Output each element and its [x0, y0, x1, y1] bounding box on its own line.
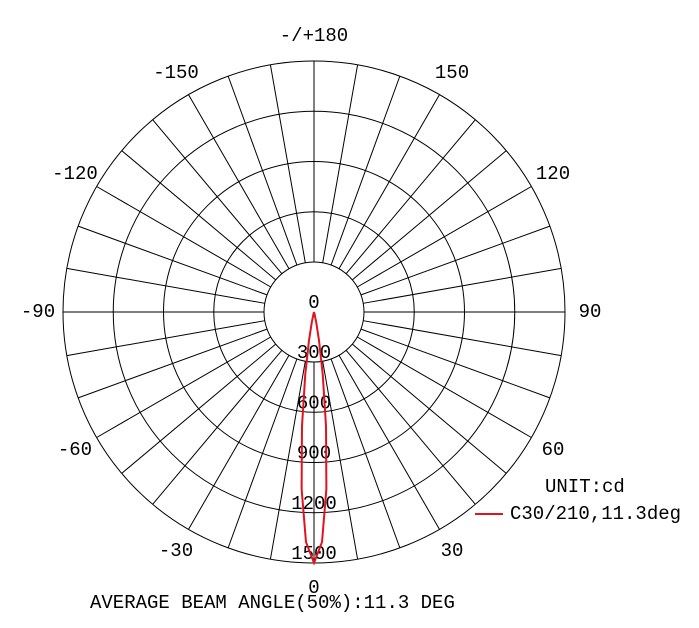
unit-label: UNIT:cd: [545, 476, 625, 498]
ring: [163, 161, 465, 463]
ring: [213, 211, 415, 413]
theta-tick-label: 120: [536, 163, 570, 185]
theta-tick-label: 30: [441, 540, 464, 562]
r-tick-label: 600: [297, 392, 331, 414]
theta-tick-label: -90: [21, 301, 55, 323]
theta-tick-label: -30: [159, 540, 193, 562]
legend-label: C30/210,11.3deg: [510, 503, 681, 525]
intensity-curve: [300, 311, 328, 566]
r-tick-label: 900: [297, 443, 331, 465]
footer: AVERAGE BEAM ANGLE(50%):11.3 DEG: [90, 592, 455, 614]
theta-tick-label: -/+180: [280, 25, 348, 47]
ring: [112, 110, 516, 514]
r-tick-label: 1500: [291, 543, 337, 565]
r-tick-label: 0: [308, 292, 319, 314]
theta-tick-label: 60: [542, 439, 565, 461]
theta-tick-label: 0: [308, 577, 319, 599]
theta-tick-label: 150: [435, 62, 469, 84]
ring: [263, 261, 365, 363]
theta-tick-label: -60: [58, 439, 92, 461]
theta-tick-label: -120: [52, 163, 98, 185]
r-tick-label: 1200: [291, 493, 337, 515]
r-tick-label: 300: [297, 342, 331, 364]
theta-tick-label: -150: [153, 62, 199, 84]
theta-tick-label: 90: [579, 301, 602, 323]
